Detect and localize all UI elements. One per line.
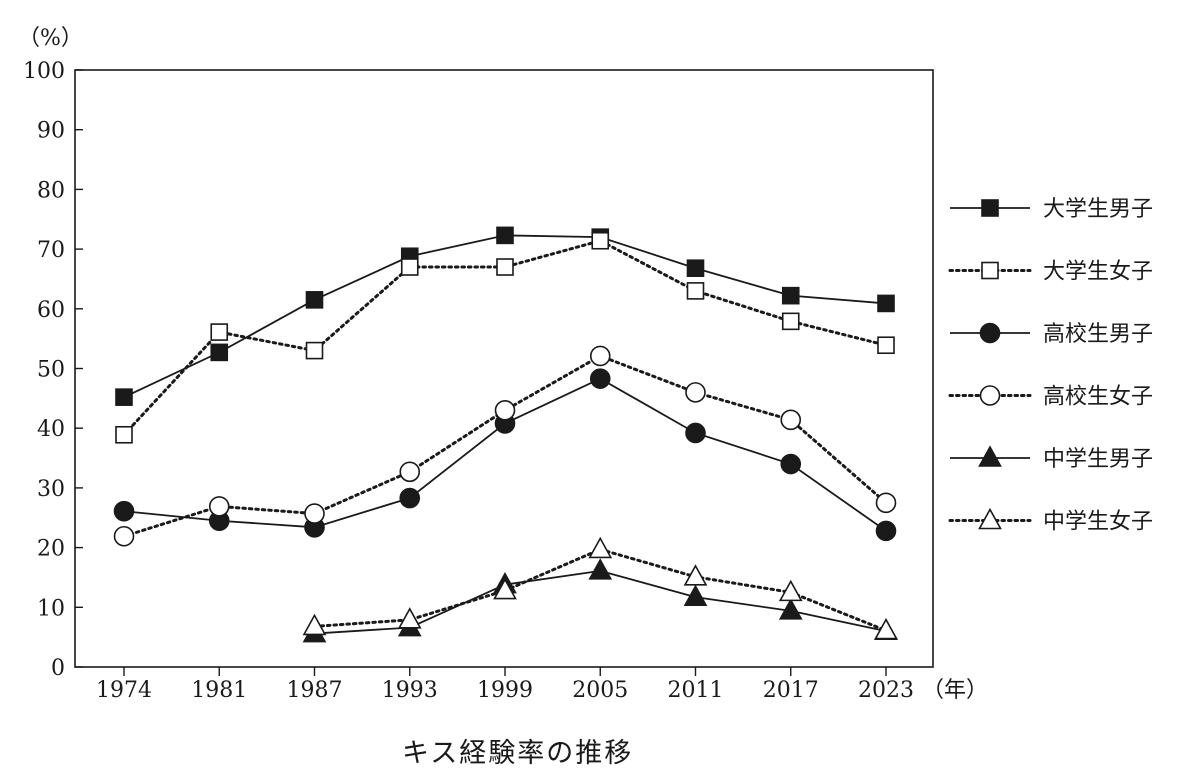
data-point (781, 286, 800, 305)
x-tick-label: 1974 (96, 678, 152, 703)
y-tick-label: 100 (23, 59, 65, 84)
series-layer (113, 226, 898, 643)
data-point (874, 617, 898, 640)
data-point (397, 607, 422, 629)
legend-label: 高校生女子 (1043, 385, 1153, 410)
data-point (591, 231, 610, 250)
data-point (685, 382, 706, 403)
legend-marker (979, 322, 1001, 344)
legend-label: 中学生女子 (1043, 510, 1153, 535)
legend-label: 大学生男子 (1043, 197, 1153, 222)
y-axis-unit: （%） (18, 26, 83, 51)
legend-item: 高校生男子 (950, 322, 1153, 347)
data-point (875, 520, 897, 542)
data-point (496, 226, 514, 245)
data-point (115, 425, 133, 444)
y-tick-label: 80 (37, 178, 65, 203)
x-axis-unit: （年） (922, 678, 988, 703)
x-tick-label: 2011 (668, 678, 724, 703)
data-point (208, 496, 230, 517)
data-point (589, 368, 611, 389)
x-tick-label: 2023 (858, 678, 914, 703)
data-point (780, 409, 802, 431)
legend-marker (979, 385, 1001, 406)
data-point (304, 503, 325, 524)
data-point (588, 558, 613, 580)
data-point (400, 258, 419, 276)
data-point (115, 388, 133, 406)
data-point (496, 258, 514, 276)
data-point (305, 291, 324, 309)
x-tick-label: 1999 (477, 678, 533, 703)
data-point (877, 294, 895, 313)
x-tick-label: 1993 (382, 678, 438, 703)
data-point (305, 341, 324, 360)
data-point (877, 336, 895, 355)
legend-item: 高校生女子 (948, 385, 1153, 410)
legend-marker (978, 507, 1002, 530)
y-axis: 0 10 20 30 40 50 60 70 80 90 100 (23, 59, 83, 681)
data-point (588, 536, 613, 559)
y-tick-label: 20 (37, 537, 65, 562)
legend-marker (981, 199, 999, 217)
data-point (778, 598, 803, 620)
data-point (683, 564, 708, 586)
y-tick-label: 40 (37, 417, 65, 442)
series-4 (113, 345, 897, 547)
data-point (493, 577, 517, 600)
x-tick-label: 2017 (763, 678, 819, 703)
legend-label: 大学生女子 (1043, 260, 1153, 285)
legend-item: 大学生男子 (950, 197, 1153, 222)
legend-item: 中学生男子 (950, 445, 1153, 472)
data-point (302, 613, 327, 636)
series-6 (302, 536, 898, 640)
legend-marker (981, 261, 999, 280)
data-point (210, 323, 229, 341)
y-tick-label: 0 (51, 656, 65, 681)
data-point (399, 487, 421, 509)
y-tick-label: 70 (37, 238, 65, 263)
series-line (314, 569, 887, 635)
data-point (589, 345, 611, 367)
data-point (494, 399, 516, 421)
x-tick-label: 1987 (287, 678, 343, 703)
data-point (683, 584, 708, 606)
data-point (113, 500, 135, 522)
legend-label: 中学生男子 (1043, 447, 1153, 472)
data-point (686, 259, 705, 278)
legend-label: 高校生男子 (1043, 322, 1153, 347)
chart-title: キス経験率の推移 (402, 738, 633, 769)
y-tick-label: 10 (37, 596, 65, 621)
data-point (686, 282, 705, 300)
series-2 (115, 231, 895, 444)
y-tick-label: 50 (37, 358, 65, 383)
data-point (685, 422, 706, 444)
y-tick-label: 60 (37, 298, 65, 323)
series-3 (113, 368, 897, 542)
data-point (399, 461, 421, 483)
series-line (122, 239, 888, 437)
data-point (875, 492, 897, 514)
y-tick-label: 30 (37, 477, 65, 502)
data-point (113, 525, 135, 547)
y-tick-label: 90 (37, 119, 65, 144)
data-point (210, 343, 229, 362)
legend-item: 大学生女子 (948, 260, 1153, 285)
series-line (122, 354, 888, 538)
x-tick-label: 2005 (572, 678, 628, 703)
x-axis: 1974 1981 1987 1993 1999 2005 2011 2017 2023 (96, 667, 914, 703)
legend-marker (978, 445, 1002, 467)
x-tick-label: 1981 (191, 678, 247, 703)
data-point (778, 579, 803, 602)
data-point (780, 453, 802, 475)
legend-item: 中学生女子 (948, 507, 1153, 535)
data-point (781, 312, 800, 331)
